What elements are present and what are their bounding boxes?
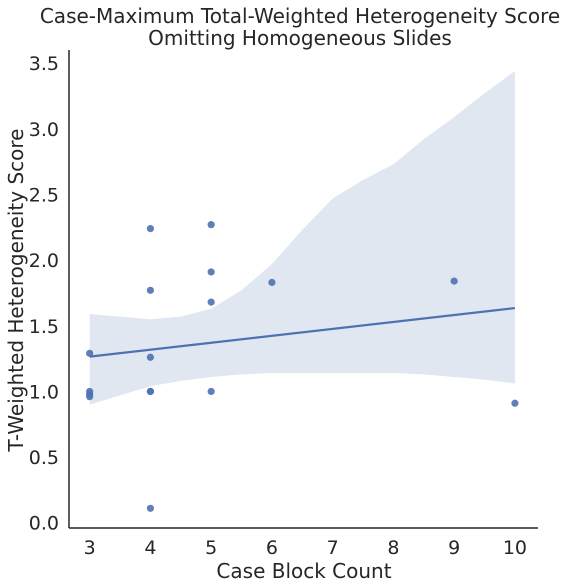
x-tick-label: 8 (387, 537, 399, 559)
chart-subtitle: Omitting Homogeneous Slides (148, 26, 452, 50)
scatter-points (86, 221, 519, 512)
data-point (450, 277, 458, 285)
regression-line-layer (89, 306, 516, 358)
data-point (86, 349, 94, 357)
data-point (511, 399, 519, 407)
data-point (146, 224, 155, 233)
data-point (207, 298, 215, 306)
x-tick-label: 9 (448, 537, 460, 559)
regression-line (89, 306, 516, 358)
y-tick-label: 3.5 (29, 53, 59, 75)
data-point (268, 278, 276, 287)
y-tick-label: 0.0 (29, 513, 59, 535)
y-tick-label: 2.5 (29, 184, 59, 206)
confidence-band-layer (89, 71, 515, 405)
y-tick-label: 2.0 (29, 250, 59, 272)
chart-title: Case-Maximum Total-Weighted Heterogeneit… (40, 4, 560, 28)
data-point (207, 221, 215, 229)
y-tick-label: 1.5 (29, 316, 59, 338)
y-tick-labels: 0.0 0.5 1.0 1.5 2.0 2.5 3.0 3.5 (29, 53, 59, 535)
y-axis-label: T-Weighted Heterogeneity Score (4, 129, 28, 453)
x-axis-label: Case Block Count (216, 559, 391, 583)
data-point (146, 353, 155, 361)
y-tick-label: 1.0 (29, 381, 59, 403)
confidence-band (89, 71, 515, 405)
x-tick-label: 4 (144, 537, 156, 559)
y-tick-label: 0.5 (29, 447, 59, 469)
data-point (207, 268, 215, 276)
x-tick-label: 6 (266, 537, 278, 559)
x-tick-label: 7 (327, 537, 339, 559)
data-point (146, 504, 155, 512)
data-point (207, 387, 215, 396)
data-point (146, 286, 155, 294)
data-point (146, 387, 155, 396)
x-tick-labels: 3 4 5 6 7 8 9 10 (84, 537, 527, 559)
x-tick-label: 10 (503, 537, 527, 559)
x-tick-label: 3 (84, 537, 96, 559)
x-tick-label: 5 (205, 537, 217, 559)
y-tick-label: 3.0 (29, 119, 59, 141)
data-point (86, 393, 94, 401)
